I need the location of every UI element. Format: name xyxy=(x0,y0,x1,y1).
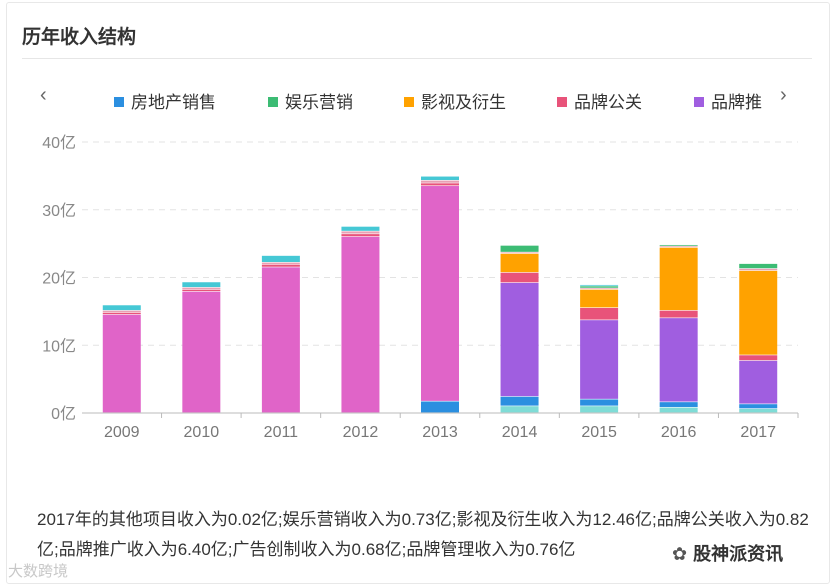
bar-segment xyxy=(421,183,459,186)
bar-segment xyxy=(739,404,778,409)
watermark-right: ✿ 股神派资讯 xyxy=(672,540,783,566)
legend-prev-button[interactable]: ‹ xyxy=(40,84,47,106)
bar-segment xyxy=(659,244,698,246)
legend-label: 品牌公关 xyxy=(574,93,642,112)
bar-segment xyxy=(102,310,141,313)
legend-swatch xyxy=(268,97,278,107)
legend-item-brand-promotion[interactable]: 品牌推 xyxy=(694,88,762,113)
bar-segment xyxy=(739,408,778,413)
bar-segment xyxy=(580,288,619,290)
legend-swatch xyxy=(557,97,567,107)
x-tick-label: 2016 xyxy=(661,424,697,441)
bar-segment xyxy=(341,231,380,234)
bar-segment xyxy=(341,234,380,237)
y-tick-label: 10亿 xyxy=(42,337,76,355)
legend-item-real-estate[interactable]: 房地产销售 xyxy=(114,88,216,113)
x-tick-label: 2009 xyxy=(104,424,140,441)
bar-segment xyxy=(739,355,778,361)
bar-segment xyxy=(500,282,539,397)
bar-segment xyxy=(580,320,619,399)
stacked-bar-chart: 0亿 10亿 20亿 30亿 40亿 2009 2010 2011 2012 2013 2014 20… xyxy=(42,134,799,441)
legend-item-entertainment-marketing[interactable]: 娱乐营销 xyxy=(268,88,353,113)
legend-swatch xyxy=(114,97,124,107)
bar-segment xyxy=(182,287,221,290)
bar-segment xyxy=(261,262,300,265)
bar-segment xyxy=(102,314,141,413)
bar-segment xyxy=(182,282,221,288)
bar-segment xyxy=(261,267,300,413)
bar-segment xyxy=(739,270,778,355)
bar-segment xyxy=(421,176,459,181)
bar-segment xyxy=(659,402,698,407)
x-tick-label: 2014 xyxy=(502,424,538,441)
x-tick-label: 2010 xyxy=(184,424,220,441)
bar-segment xyxy=(421,401,459,413)
bar-segment xyxy=(659,246,698,248)
bar-segment xyxy=(421,186,459,401)
bar-segment xyxy=(500,272,539,283)
bar-segment xyxy=(341,226,380,231)
bar-segment xyxy=(580,406,619,413)
legend-next-button[interactable]: › xyxy=(780,84,787,106)
y-tick-label: 0亿 xyxy=(51,405,76,423)
wechat-icon: ✿ xyxy=(672,544,688,564)
bar-segment xyxy=(580,307,619,320)
bar-segment xyxy=(500,245,539,252)
bar-segment xyxy=(659,407,698,413)
y-tick-label: 20亿 xyxy=(42,270,76,288)
bar-segment xyxy=(739,360,778,404)
legend-label: 房地产销售 xyxy=(131,93,216,112)
bar-segment xyxy=(341,236,380,413)
bar-segment xyxy=(421,180,459,183)
bar-segment xyxy=(102,305,141,311)
legend-label: 影视及衍生 xyxy=(421,93,506,112)
bar-segment xyxy=(659,247,698,311)
bar-segment xyxy=(580,289,619,308)
legend-item-brand-pr[interactable]: 品牌公关 xyxy=(557,88,642,113)
bar-segment xyxy=(580,399,619,406)
x-tick-label: 2012 xyxy=(343,424,379,441)
bar-segment xyxy=(102,312,141,315)
bar-segment xyxy=(659,318,698,402)
bar-segment xyxy=(500,396,539,406)
legend-item-film-derivatives[interactable]: 影视及衍生 xyxy=(404,88,506,113)
bar-segment xyxy=(739,263,778,269)
watermark-left: 大数跨境 xyxy=(8,563,69,580)
bar-segment xyxy=(500,406,539,413)
bar-segment xyxy=(182,291,221,413)
bar-segment xyxy=(500,253,539,273)
description-text: 2017年的其他项目收入为0.02亿;娱乐营销收入为0.73亿;影视及衍生收入为… xyxy=(37,510,809,559)
bar-segment xyxy=(261,264,300,267)
title-divider xyxy=(22,58,812,59)
legend-label: 品牌推 xyxy=(711,93,762,112)
y-tick-label: 30亿 xyxy=(42,202,76,220)
watermark-right-label: 股神派资讯 xyxy=(693,544,784,564)
bar-segment xyxy=(182,289,221,292)
bar-segment xyxy=(580,286,619,288)
x-tick-label: 2013 xyxy=(422,424,458,441)
bar-segment xyxy=(261,255,300,262)
chart-title: 历年收入结构 xyxy=(22,27,137,48)
legend-swatch xyxy=(694,97,704,107)
legend-label: 娱乐营销 xyxy=(285,93,353,112)
x-tick-label: 2011 xyxy=(264,424,299,441)
bar-segment xyxy=(739,268,778,271)
bar-segment xyxy=(500,252,539,254)
bar-segment xyxy=(580,284,619,286)
legend-swatch xyxy=(404,97,414,107)
y-tick-label: 40亿 xyxy=(42,134,76,152)
bar-segment xyxy=(659,310,698,318)
x-tick-label: 2017 xyxy=(740,424,776,441)
x-tick-label: 2015 xyxy=(581,424,617,441)
